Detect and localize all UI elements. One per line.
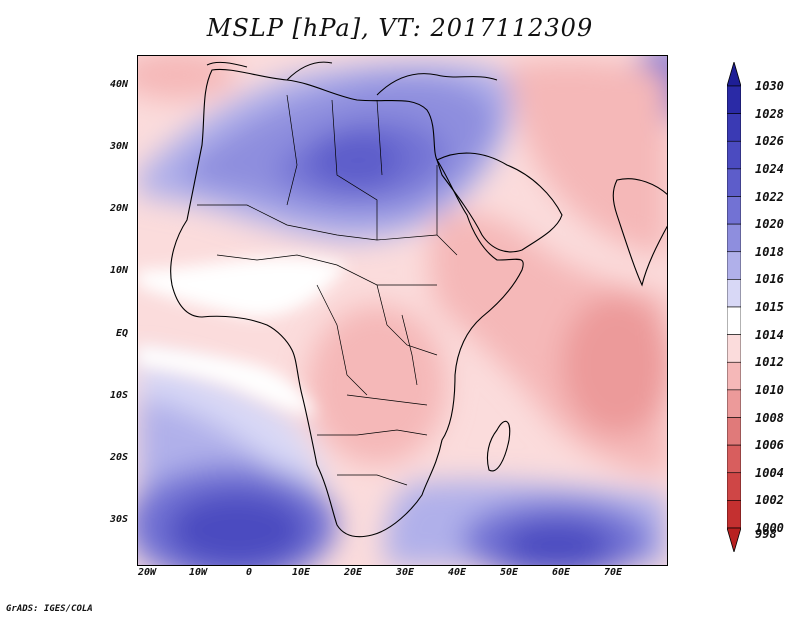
colorbar-level-label: 1030 (755, 79, 784, 93)
madagascar-coastline (486, 420, 511, 472)
colorbar-bottom-arrow (727, 527, 741, 552)
colorbar-bin (727, 306, 741, 335)
colorbar-bin (727, 472, 741, 501)
lon-label-20e: 20E (343, 567, 363, 578)
colorbar-level-label: 1010 (755, 382, 784, 397)
colorbar-bin (727, 417, 741, 446)
lon-label-10e: 10E (291, 567, 311, 578)
lon-label-60e: 60E (551, 567, 571, 578)
pressure-map (137, 55, 668, 566)
colorbar-level-label: 1024 (755, 161, 784, 176)
india-coastline (612, 178, 668, 287)
colorbar-level-label: 1028 (755, 106, 784, 121)
arabia-coastline (436, 152, 563, 253)
colorbar-level-label: 998 (755, 527, 777, 541)
colorbar-bin (727, 389, 741, 418)
lon-label-30e: 30E (395, 567, 415, 578)
colorbar (727, 62, 741, 552)
colorbar-level-label: 1012 (755, 355, 784, 370)
colorbar-level-label: 1000 (755, 521, 784, 535)
country-borders (197, 94, 458, 486)
colorbar-level-label: 1016 (755, 272, 784, 287)
lat-label-20n: 20N (109, 203, 128, 214)
colorbar-bin (727, 140, 741, 170)
colorbar-bin (727, 361, 741, 391)
lon-label-10w: 10W (188, 567, 208, 578)
colorbar-bin (727, 334, 741, 363)
lat-label-20s: 20S (109, 452, 128, 463)
lon-label-20w: 20W (137, 567, 157, 578)
colorbar-level-label: 1020 (755, 217, 784, 232)
colorbar-bin (727, 279, 741, 308)
lat-label-40n: 40N (109, 79, 128, 90)
colorbar-level-label: 1002 (755, 493, 784, 508)
lat-label-10n: 10N (109, 265, 128, 276)
lat-label-10s: 10S (109, 390, 128, 401)
lon-label-40e: 40E (447, 567, 467, 578)
colorbar-bin (727, 85, 741, 114)
colorbar-level-label: 1008 (755, 410, 784, 425)
lon-label-0: 0 (245, 567, 253, 578)
colorbar-bin (727, 500, 741, 529)
colorbar-level-label: 1026 (755, 134, 784, 149)
colorbar-level-label: 1015 (755, 300, 784, 314)
map-title: MSLP [hPa], VT: 2017112309 (206, 14, 594, 42)
colorbar-bin (727, 168, 741, 197)
colorbar-level-label: 1014 (755, 327, 784, 342)
colorbar-bin (727, 444, 741, 474)
colorbar-level-label: 1006 (755, 438, 784, 453)
colorbar-level-label: 1004 (755, 465, 784, 480)
colorbar-bin (727, 113, 741, 142)
colorbar-level-label: 1022 (755, 189, 784, 204)
colorbar-top-arrow (727, 62, 741, 87)
lon-label-50e: 50E (499, 567, 519, 578)
africa-coastline (170, 68, 524, 538)
lat-label-30n: 30N (109, 141, 128, 152)
grads-credit: GrADS: IGES/COLA (6, 604, 93, 614)
lat-label-30s: 30S (109, 514, 128, 525)
europe-coastline (206, 61, 498, 96)
lon-label-70e: 70E (603, 567, 623, 578)
colorbar-bin (727, 196, 741, 225)
colorbar-bin (727, 223, 741, 253)
colorbar-level-label: 1018 (755, 244, 784, 259)
lat-label-eq: EQ (115, 328, 128, 339)
colorbar-bin (727, 251, 741, 280)
